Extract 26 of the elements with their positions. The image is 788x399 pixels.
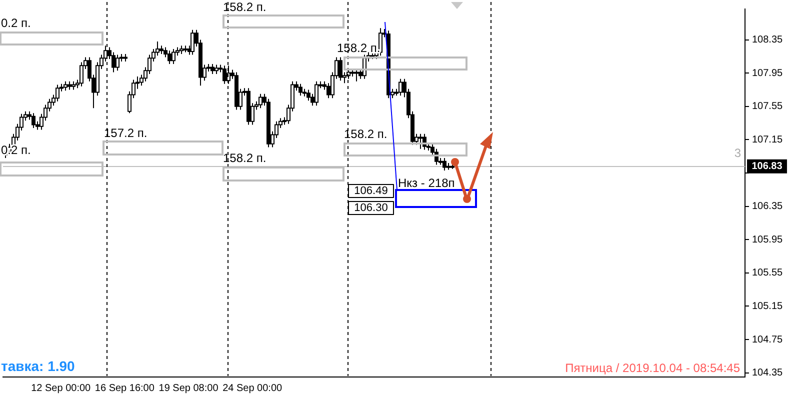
- annotation: 158.2 п.: [344, 127, 388, 141]
- y-tick-label: 107.15: [752, 134, 784, 146]
- y-tick-label: 105.55: [752, 268, 784, 279]
- y-tick-label: 108.35: [752, 34, 784, 46]
- annotation: 0.2 п.: [1, 16, 31, 30]
- annotation: 106.49: [354, 185, 388, 198]
- y-tick-label: 107.55: [752, 101, 784, 112]
- y-tick-label: 105.95: [752, 234, 784, 246]
- x-tick-label: 16 Sep 16:00: [94, 382, 155, 394]
- y-tick-label: 105.15: [752, 300, 784, 312]
- annotation: 157.2 п.: [104, 126, 148, 140]
- annotation: Нкз - 218п: [398, 176, 455, 190]
- annotation: 158.2 п.: [223, 0, 266, 14]
- y-tick-label: 104.35: [752, 368, 784, 379]
- y-tick-label: 104.75: [752, 334, 784, 346]
- annotation: 106.30: [354, 202, 388, 214]
- annotation: 158.2 п.: [223, 151, 266, 165]
- annotation: 3: [734, 146, 742, 160]
- annotation: тавка: 1.90: [1, 358, 76, 374]
- ref-line-label: 106.83: [752, 161, 783, 172]
- x-tick-label: 24 Sep 00:00: [222, 382, 283, 394]
- y-tick-label: 107.95: [752, 68, 784, 79]
- x-tick-label: 12 Sep 00:00: [31, 382, 92, 394]
- annotation: Пятница / 2019.10.04 - 08:54:45: [565, 361, 740, 375]
- x-tick-label: 19 Sep 08:00: [158, 382, 219, 394]
- y-tick-label: 106.35: [752, 201, 784, 212]
